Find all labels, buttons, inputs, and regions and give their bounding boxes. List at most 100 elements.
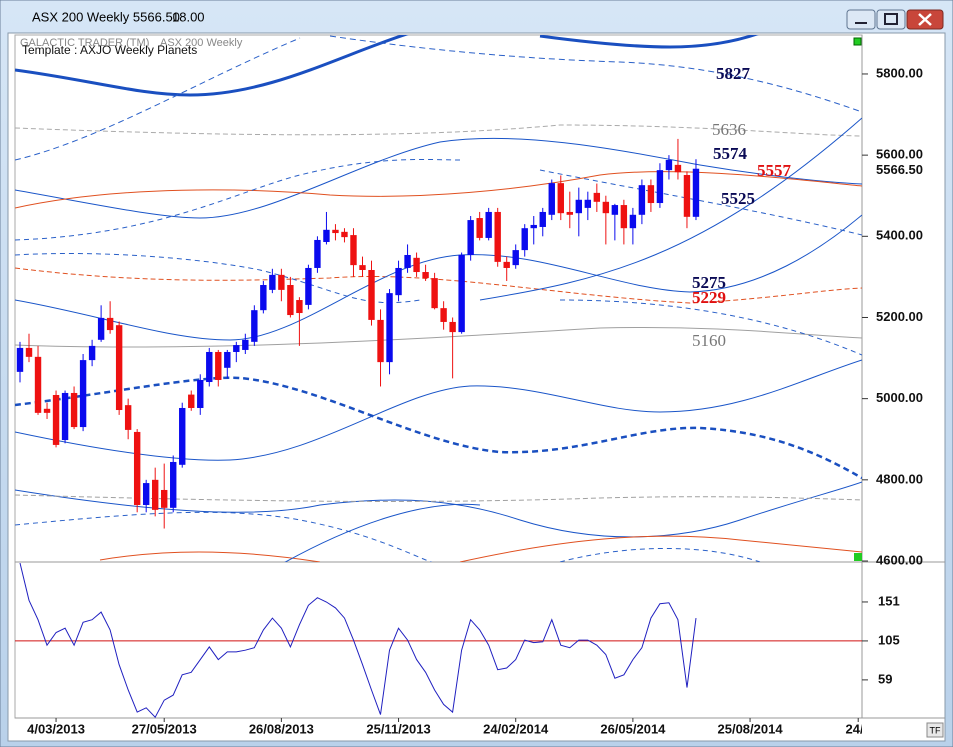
y-tick-label: 4600.00	[876, 552, 923, 567]
candle-body	[34, 356, 42, 413]
level-annotation: 5574	[713, 144, 748, 163]
candle-body	[25, 347, 33, 357]
candle-body	[566, 211, 573, 215]
y-tick-label: 59	[878, 671, 892, 686]
chart-name: ASX 200 Weekly	[160, 37, 243, 49]
x-axis: 4/03/2013 27/05/2013 26/08/2013 25/11/2013 2…	[27, 718, 871, 736]
tf-label[interactable]: TF	[930, 725, 941, 735]
candle-body	[485, 211, 492, 238]
candle-body	[593, 192, 601, 202]
window-title: ASX 200 Weekly 5566.50	[32, 9, 180, 24]
level-annotation: 5557	[757, 161, 792, 180]
candle-body	[377, 319, 384, 363]
candle-body	[161, 489, 168, 508]
candle-body	[215, 351, 222, 380]
candle-body	[332, 229, 339, 234]
y-tick-label: 5400.00	[876, 228, 923, 243]
level-annotation: 5636	[712, 120, 746, 139]
candle-body	[97, 317, 105, 340]
candle-body	[395, 267, 402, 296]
last-price-label: 5566.50	[876, 162, 923, 177]
candle-body	[638, 185, 646, 215]
x-tick-label: 26/08/2013	[249, 721, 314, 736]
candle-body	[512, 250, 519, 266]
y-tick-label: 5000.00	[876, 390, 923, 405]
candle-body	[458, 254, 465, 333]
maximize-button[interactable]	[876, 9, 906, 30]
candle-body	[584, 199, 592, 208]
candle-body	[314, 239, 321, 268]
candle-body	[269, 274, 276, 290]
level-annotation: 5275	[692, 273, 726, 292]
candle-body	[548, 183, 555, 215]
candle-body	[575, 199, 583, 214]
x-tick-label: 27/05/2013	[132, 721, 197, 736]
candle-body	[620, 205, 628, 229]
x-tick-label: 24/02/2014	[483, 721, 549, 736]
window-buttons[interactable]	[846, 9, 944, 30]
x-tick-label: 4/03/2013	[27, 721, 85, 736]
candle-body	[521, 228, 528, 251]
x-tick-label: 25/11/2013	[366, 721, 430, 736]
candle-body	[404, 254, 411, 268]
candle-body	[151, 479, 159, 510]
y-tick-label: 5200.00	[876, 309, 923, 324]
product-label: GALACTIC TRADER (TM)	[20, 37, 149, 49]
candle-body	[359, 265, 366, 270]
candle-body	[422, 272, 429, 279]
candle-body	[52, 395, 60, 445]
candle-body	[233, 345, 240, 352]
x-tick-label: 25/08/2014	[718, 721, 784, 736]
candle-body	[629, 214, 637, 229]
candle-body	[386, 293, 393, 363]
axes: 4600.00 4800.00 5000.00 5200.00 5400.00 5600.…	[862, 65, 923, 686]
x-tick-label: 26/05/2014	[600, 721, 666, 736]
candle-body	[70, 392, 78, 428]
level-annotation: 5229	[692, 288, 726, 307]
price-pane	[16, 138, 700, 529]
y-tick-label: 5600.00	[876, 147, 923, 162]
candle-body	[106, 317, 114, 331]
candle-body	[683, 175, 691, 217]
candle-body	[43, 408, 51, 413]
candle-body	[647, 185, 655, 204]
candle-body	[224, 351, 231, 368]
level-annotation: 5827	[716, 64, 751, 83]
candle-body	[611, 205, 619, 215]
candle-body	[341, 231, 348, 238]
candle-body	[494, 211, 501, 262]
candle-body	[557, 183, 564, 214]
candle-body	[413, 257, 420, 273]
x-tick-label: 24/1	[846, 721, 871, 736]
level-annotation: 5525	[721, 189, 755, 208]
tf-button[interactable]	[926, 722, 944, 738]
candle-body	[197, 379, 204, 408]
candle-body	[323, 229, 330, 242]
minimize-button[interactable]	[846, 9, 876, 30]
candle-body	[124, 405, 132, 430]
candle-body	[206, 351, 213, 383]
candle-body	[296, 300, 303, 314]
candle-body	[278, 274, 285, 290]
candle-body	[179, 407, 186, 465]
candle-body	[16, 347, 24, 372]
y-tick-label: 151	[878, 593, 900, 608]
candle-body	[431, 278, 438, 309]
candle-body	[530, 224, 537, 229]
window-change: 18.00	[172, 9, 205, 24]
candle-body	[79, 360, 87, 428]
candle-body	[115, 325, 123, 411]
oscillator-pane	[15, 563, 862, 718]
candle-body	[260, 285, 267, 311]
candle-body	[476, 218, 483, 238]
candle-body	[467, 220, 474, 255]
template-label: Template : AXJO Weekly Planets	[22, 43, 197, 57]
candle-body	[188, 394, 195, 408]
candle-body	[242, 339, 249, 350]
y-tick-label: 105	[878, 632, 900, 647]
candle-body	[692, 168, 700, 217]
candle-body	[305, 267, 312, 305]
oscillator-line	[19, 563, 697, 718]
candle-body	[170, 461, 177, 508]
